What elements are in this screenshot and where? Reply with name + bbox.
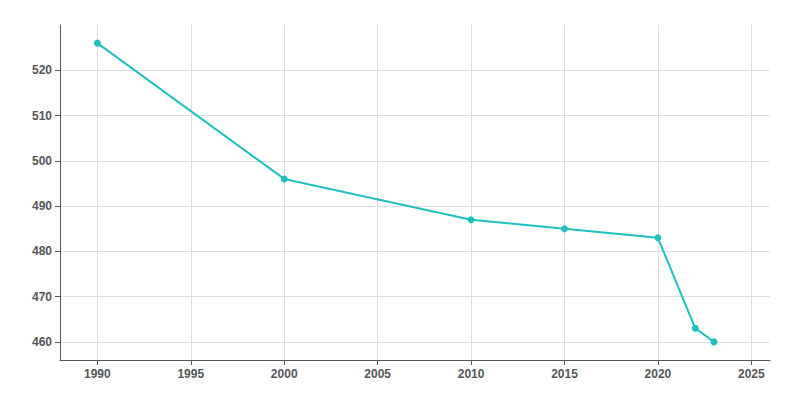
svg-text:520: 520 (32, 63, 52, 77)
svg-text:1995: 1995 (177, 367, 204, 381)
svg-text:2020: 2020 (645, 367, 672, 381)
svg-text:2010: 2010 (458, 367, 485, 381)
svg-text:1990: 1990 (84, 367, 111, 381)
svg-text:470: 470 (32, 290, 52, 304)
svg-text:500: 500 (32, 154, 52, 168)
svg-text:2000: 2000 (271, 367, 298, 381)
svg-text:480: 480 (32, 244, 52, 258)
svg-text:2005: 2005 (364, 367, 391, 381)
svg-text:2025: 2025 (738, 367, 765, 381)
svg-text:460: 460 (32, 335, 52, 349)
svg-text:490: 490 (32, 199, 52, 213)
svg-text:510: 510 (32, 109, 52, 123)
svg-text:2015: 2015 (551, 367, 578, 381)
